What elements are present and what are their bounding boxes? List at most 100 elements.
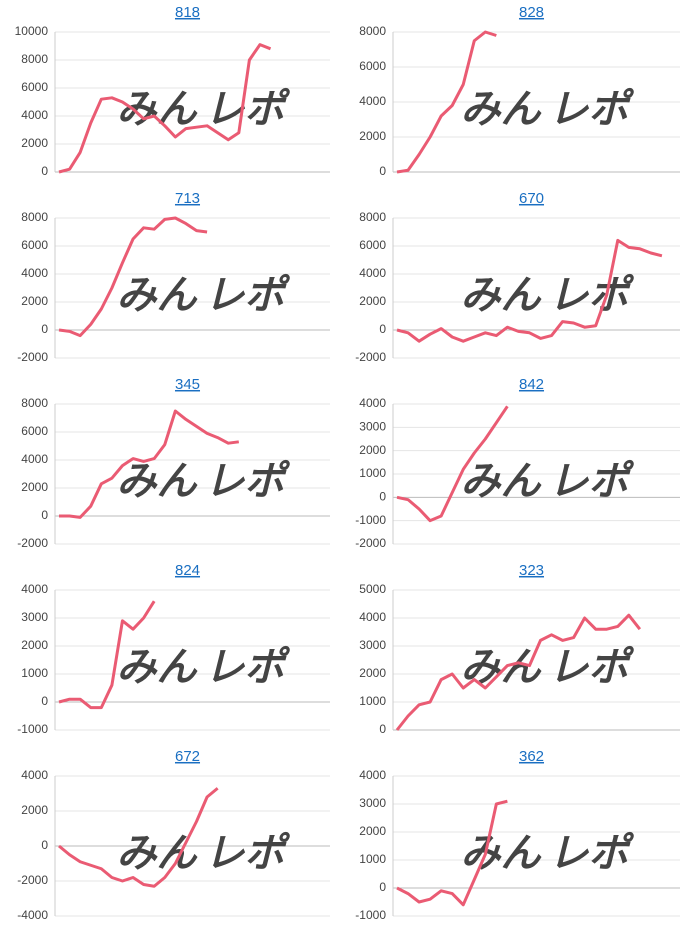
y-tick-label: 0 (379, 164, 386, 178)
y-tick-label: 3000 (21, 610, 48, 624)
watermark: みん (117, 274, 199, 318)
y-tick-label: 2000 (21, 480, 48, 494)
chart-title[interactable]: 828 (519, 4, 544, 21)
y-tick-label: 0 (41, 838, 48, 852)
data-line (59, 409, 240, 519)
watermark: みん (461, 274, 543, 318)
y-tick-label: -1000 (355, 513, 386, 527)
chart-title[interactable]: 818 (175, 4, 200, 21)
y-tick-label: -4000 (17, 908, 48, 922)
y-tick-label: 4000 (21, 266, 48, 280)
y-tick-label: 5000 (359, 582, 386, 596)
data-line (58, 43, 272, 174)
chart-title[interactable]: 670 (519, 190, 544, 207)
y-tick-label: 0 (379, 722, 386, 736)
y-tick-label: 8000 (21, 52, 48, 66)
data-line (395, 613, 642, 731)
y-tick-label: 1000 (359, 852, 386, 866)
y-tick-label: 2000 (359, 294, 386, 308)
y-tick-label: 0 (379, 322, 386, 336)
y-tick-label: 0 (41, 322, 48, 336)
chart-title[interactable]: 672 (175, 748, 200, 765)
watermark: レポ (205, 274, 291, 318)
chart-title[interactable]: 713 (175, 190, 200, 207)
y-tick-label: 3000 (359, 420, 386, 434)
chart-title[interactable]: 323 (519, 562, 544, 579)
y-tick-label: 10000 (15, 24, 49, 38)
chart-title[interactable]: 362 (519, 748, 544, 765)
y-tick-label: 2000 (359, 666, 386, 680)
y-tick-label: 0 (41, 508, 48, 522)
y-tick-label: 2000 (359, 824, 386, 838)
y-tick-label: 0 (41, 164, 48, 178)
y-tick-label: 6000 (21, 424, 48, 438)
y-tick-label: 2000 (21, 136, 48, 150)
data-line (58, 787, 219, 888)
y-tick-label: -2000 (17, 873, 48, 887)
y-tick-label: 4000 (21, 768, 48, 782)
watermark: みん (117, 832, 199, 876)
y-tick-label: 3000 (359, 796, 386, 810)
y-tick-label: 8000 (359, 24, 386, 38)
data-line (396, 238, 663, 343)
y-tick-label: 2000 (21, 638, 48, 652)
y-tick-label: 2000 (359, 443, 386, 457)
watermark: みん (117, 88, 199, 132)
y-tick-label: 2000 (359, 129, 386, 143)
y-tick-label: 6000 (359, 59, 386, 73)
watermark: みん (117, 646, 199, 690)
watermark: みん (461, 646, 543, 690)
watermark: レポ (205, 832, 291, 876)
y-tick-label: 8000 (21, 396, 48, 410)
watermark: レポ (205, 460, 291, 504)
watermark: レポ (549, 88, 635, 132)
y-tick-label: -2000 (17, 536, 48, 550)
y-tick-label: -2000 (355, 536, 386, 550)
watermark: レポ (205, 88, 291, 132)
watermark: みん (461, 460, 543, 504)
watermark: レポ (549, 274, 635, 318)
y-tick-label: 0 (41, 694, 48, 708)
watermark: みん (117, 460, 199, 504)
watermark: レポ (549, 832, 635, 876)
chart-title[interactable]: 842 (519, 376, 544, 393)
y-tick-label: -1000 (17, 722, 48, 736)
y-tick-label: 1000 (359, 466, 386, 480)
data-line (58, 600, 156, 710)
y-tick-label: 8000 (21, 210, 48, 224)
y-tick-label: 6000 (359, 238, 386, 252)
data-line (58, 216, 208, 338)
y-tick-label: 4000 (21, 582, 48, 596)
y-tick-label: -2000 (355, 350, 386, 364)
y-tick-label: 6000 (21, 80, 48, 94)
y-tick-label: 4000 (359, 610, 386, 624)
y-tick-label: 8000 (359, 210, 386, 224)
y-tick-label: 4000 (359, 768, 386, 782)
y-tick-label: 6000 (21, 238, 48, 252)
chart-title[interactable]: 345 (175, 376, 200, 393)
y-tick-label: 1000 (359, 694, 386, 708)
y-tick-label: 0 (379, 490, 386, 504)
data-line (396, 30, 497, 174)
y-tick-label: 2000 (21, 294, 48, 308)
watermark: レポ (549, 460, 635, 504)
y-tick-label: 1000 (21, 666, 48, 680)
y-tick-label: 3000 (359, 638, 386, 652)
watermark: レポ (205, 646, 291, 690)
y-tick-label: 4000 (21, 108, 48, 122)
watermark: レポ (549, 646, 635, 690)
watermark: みん (461, 88, 543, 132)
y-tick-label: 4000 (359, 266, 386, 280)
watermark: みん (461, 832, 543, 876)
y-tick-label: -2000 (17, 350, 48, 364)
y-tick-label: 4000 (21, 452, 48, 466)
y-tick-label: 0 (379, 880, 386, 894)
y-tick-label: 2000 (21, 803, 48, 817)
data-line (396, 799, 508, 907)
chart-title[interactable]: 824 (175, 562, 200, 579)
data-line (396, 405, 509, 523)
y-tick-label: 4000 (359, 396, 386, 410)
y-tick-label: 4000 (359, 94, 386, 108)
